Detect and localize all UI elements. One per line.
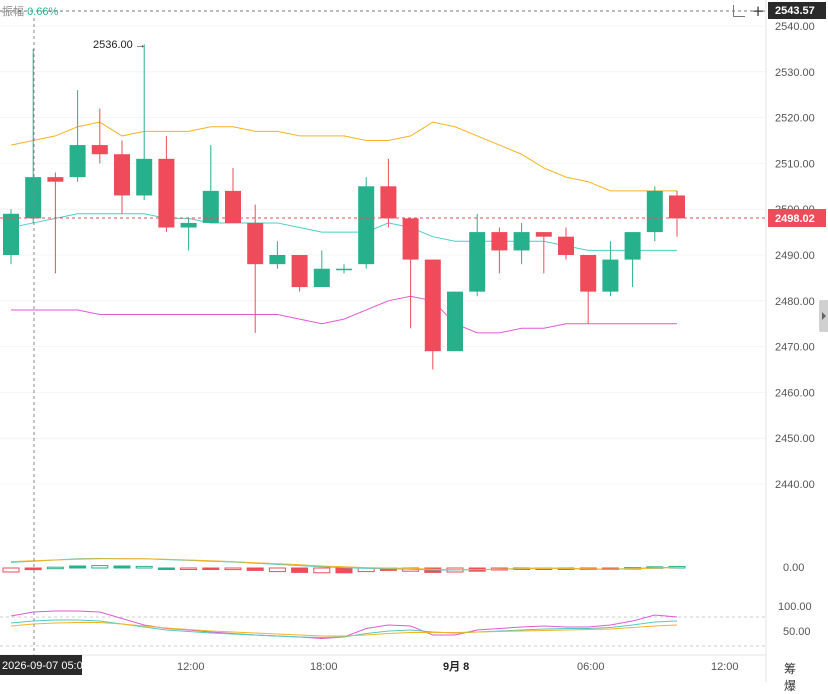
high-annotation: 2536.00 xyxy=(93,39,133,51)
price-axis-ticks: 2540.002530.002520.002510.002500.002490.… xyxy=(775,21,815,491)
macd-bar xyxy=(313,567,331,574)
amplitude-readout: 振幅 0.66% xyxy=(2,3,58,19)
grid xyxy=(0,25,766,647)
candle-up xyxy=(269,255,286,265)
price-tick-label: 2480.00 xyxy=(775,296,815,308)
scroll-right-handle[interactable] xyxy=(819,300,828,332)
macd-bar xyxy=(135,565,153,569)
time-tick-3: 06:00 xyxy=(577,661,605,673)
amplitude-label: 振幅 xyxy=(2,6,24,18)
bottom-tab-chips[interactable]: 筹 xyxy=(784,662,797,676)
rsi-100-label: 100.00 xyxy=(778,601,812,613)
candle-down xyxy=(491,232,508,251)
macd-bar xyxy=(246,567,264,571)
candle-down xyxy=(669,195,685,219)
price-tick-label: 2460.00 xyxy=(775,387,815,399)
price-tick-label: 2510.00 xyxy=(775,158,815,170)
candle-up xyxy=(313,268,330,288)
current-price-tag xyxy=(768,209,826,227)
macd-bar xyxy=(113,565,131,569)
macd-bar xyxy=(291,567,309,573)
bollinger-middle-line xyxy=(10,213,677,251)
candle-up xyxy=(447,291,463,352)
price-axis-bg xyxy=(766,0,828,682)
price-tick-label: 2490.00 xyxy=(775,250,815,262)
macd-bar xyxy=(157,567,175,570)
macd-zero-label: 0.00 xyxy=(783,562,804,574)
rsi-line-1 xyxy=(10,610,678,640)
macd-bar xyxy=(180,567,198,570)
rsi-50-label: 50.00 xyxy=(783,626,811,638)
macd-bar xyxy=(91,565,109,569)
chart-corner-icon[interactable] xyxy=(733,5,745,17)
candle-down xyxy=(47,177,64,182)
candle-up xyxy=(3,213,19,255)
macd-bar xyxy=(268,567,286,573)
candle-down xyxy=(402,218,419,260)
bottom-tab-liquidation[interactable]: 爆 xyxy=(784,679,797,693)
candle-down xyxy=(114,154,130,196)
bottom-tabs: 筹 爆 xyxy=(784,660,828,694)
rsi-panel xyxy=(10,610,678,640)
time-tick-1: 18:00 xyxy=(310,661,338,673)
time-cursor-label: 2026-09-07 05:00 xyxy=(2,660,89,672)
macd-bar xyxy=(335,567,353,574)
candle-down xyxy=(91,145,108,155)
candle-down xyxy=(424,259,441,352)
bollinger-upper-line xyxy=(10,121,677,192)
candle-up xyxy=(513,232,530,251)
candle-down xyxy=(580,255,597,292)
time-tick-2: 9月 8 xyxy=(443,660,469,673)
macd-bar xyxy=(224,567,242,571)
candle-up xyxy=(624,232,641,260)
candle-up xyxy=(646,190,663,233)
candle-up xyxy=(69,145,86,178)
candle-up xyxy=(602,259,619,292)
candle-down xyxy=(558,236,574,255)
rsi-line-3 xyxy=(10,622,678,637)
price-tick-label: 2530.00 xyxy=(775,67,815,79)
candle-down xyxy=(535,232,552,237)
macd-bar xyxy=(69,565,87,569)
candles xyxy=(3,44,685,370)
amplitude-value: 0.66% xyxy=(27,6,59,18)
price-tick-label: 2470.00 xyxy=(775,342,815,354)
price-tick-label: 2540.00 xyxy=(775,21,815,33)
top-price-tag xyxy=(768,2,826,19)
candle-up xyxy=(180,222,197,228)
add-icon[interactable]: + xyxy=(751,2,765,20)
current-price-tag-text: 2498.02 xyxy=(775,213,815,225)
candle-down xyxy=(158,158,175,228)
candle-up xyxy=(358,186,375,265)
candle-down xyxy=(291,255,308,288)
time-tick-4: 12:00 xyxy=(711,661,739,673)
macd-panel xyxy=(2,557,686,574)
price-tick-label: 2520.00 xyxy=(775,113,815,125)
candle-down xyxy=(380,186,397,219)
top-price-tag-text: 2543.57 xyxy=(775,5,815,17)
rsi-line-2 xyxy=(10,619,678,639)
candle-up xyxy=(336,268,352,271)
macd-bar xyxy=(24,567,42,571)
macd-bar xyxy=(2,567,20,573)
price-tick-label: 2450.00 xyxy=(775,433,815,445)
candle-up xyxy=(136,158,153,196)
price-tick-label: 2440.00 xyxy=(775,479,815,491)
time-cursor-tag xyxy=(0,655,82,675)
candle-down xyxy=(247,222,264,265)
candle-up xyxy=(202,190,219,223)
bollinger-lower-line xyxy=(11,295,677,334)
candle-up xyxy=(25,177,42,219)
candle-down xyxy=(225,190,241,223)
time-tick-0: 12:00 xyxy=(177,661,205,673)
macd-bar xyxy=(202,567,220,570)
macd-bar xyxy=(46,566,64,570)
macd-dea-line xyxy=(10,558,678,571)
high-arrow: → xyxy=(135,39,146,51)
candle-up xyxy=(469,232,486,292)
